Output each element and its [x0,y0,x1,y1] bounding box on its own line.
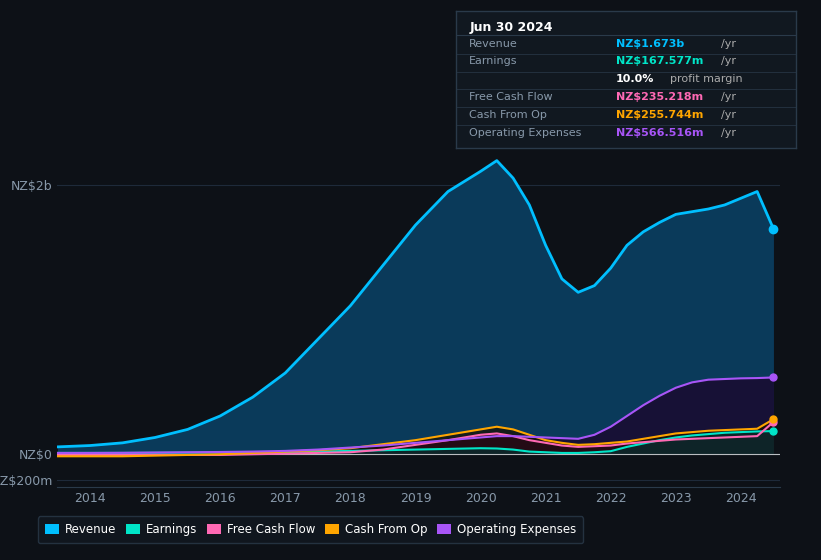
Text: NZ$235.218m: NZ$235.218m [616,92,703,102]
Text: Jun 30 2024: Jun 30 2024 [470,21,553,34]
Text: /yr: /yr [722,39,736,49]
Text: NZ$1.673b: NZ$1.673b [616,39,684,49]
Text: Cash From Op: Cash From Op [470,110,547,120]
Text: Earnings: Earnings [470,57,518,67]
Text: Revenue: Revenue [470,39,518,49]
Text: NZ$167.577m: NZ$167.577m [616,57,703,67]
Text: Free Cash Flow: Free Cash Flow [470,92,553,102]
Text: /yr: /yr [722,57,736,67]
Text: /yr: /yr [722,110,736,120]
Text: NZ$255.744m: NZ$255.744m [616,110,703,120]
Text: /yr: /yr [722,128,736,138]
Text: 10.0%: 10.0% [616,74,654,85]
Text: NZ$566.516m: NZ$566.516m [616,128,704,138]
Text: profit margin: profit margin [670,74,743,85]
Text: Operating Expenses: Operating Expenses [470,128,581,138]
Text: /yr: /yr [722,92,736,102]
Legend: Revenue, Earnings, Free Cash Flow, Cash From Op, Operating Expenses: Revenue, Earnings, Free Cash Flow, Cash … [38,516,583,543]
